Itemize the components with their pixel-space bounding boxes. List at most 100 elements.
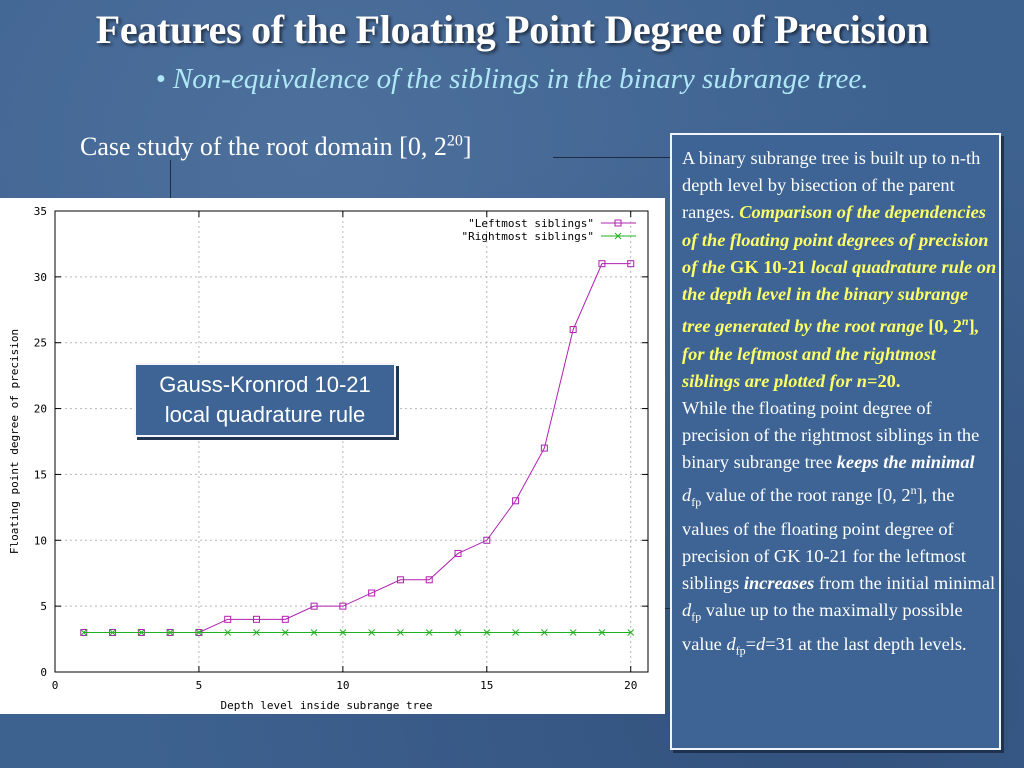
description-text: A binary subrange tree is built up to n-… [682, 145, 997, 665]
desc-increases: increases [743, 572, 815, 593]
data-point-cross-b [224, 629, 232, 636]
data-point-cross-b [454, 629, 462, 636]
data-point-rightmost [483, 629, 491, 636]
data-point-cross-b [339, 629, 347, 636]
data-point-cross-b [425, 629, 433, 636]
data-point-rightmost [454, 629, 462, 636]
desc-d-symbol-3: d [726, 634, 736, 655]
desc-d-symbol-4: d [756, 634, 766, 655]
y-tick-label: 30 [34, 271, 47, 284]
data-point-cross-b [281, 629, 289, 636]
data-point-cross-b [627, 629, 635, 636]
y-tick-label: 20 [34, 403, 47, 416]
desc-highlight-range-a: [0, 2 [928, 316, 962, 337]
y-tick-label: 25 [34, 337, 47, 350]
slide-title: Features of the Floating Point Degree of… [95, 7, 929, 52]
case-study-prefix: Case study of the root domain [0, 2 [80, 132, 447, 161]
data-point-rightmost [598, 629, 606, 636]
data-point-rightmost [541, 629, 548, 636]
y-tick-label: 10 [34, 534, 47, 547]
data-point-leftmost [627, 260, 635, 268]
data-point-leftmost [310, 602, 318, 610]
data-point-cross-b [138, 629, 145, 636]
data-point-cross-b [80, 629, 88, 636]
desc-highlight-n: n [856, 370, 867, 391]
desc-intro: A binary subrange tree is built up to n-… [682, 148, 981, 223]
case-study-exponent: 20 [446, 132, 463, 150]
desc-p2-d: from the initial minimal [814, 572, 996, 593]
data-point-leftmost [540, 444, 548, 452]
data-point-leftmost [253, 615, 261, 623]
data-point-cross-b [368, 629, 376, 636]
data-point-rightmost [80, 629, 88, 636]
x-tick-label: 5 [196, 679, 203, 692]
desc-highlight-2: local quadrature rule on the depth level… [682, 256, 997, 337]
data-point-rightmost [425, 629, 433, 636]
desc-eq: = [745, 634, 757, 655]
case-study-suffix: ] [462, 132, 472, 161]
series-line-leftmost [83, 263, 631, 633]
legend-label: "Leftmost siblings" [468, 217, 594, 230]
data-point-rightmost [109, 629, 116, 636]
data-point-cross-b [569, 629, 577, 636]
description-box: A binary subrange tree is built up to n-… [670, 133, 1001, 750]
plot-frame [54, 210, 649, 673]
desc-p2-sup: n [910, 482, 917, 497]
data-point-rightmost [339, 629, 347, 636]
desc-d-symbol: d [682, 484, 692, 505]
data-point-cross-b [483, 629, 491, 636]
desc-highlight-gk: GK 10-21 [730, 256, 807, 277]
desc-fp-sub-3: fp [735, 643, 746, 658]
x-tick-label: 15 [480, 679, 493, 692]
data-point-cross-b [598, 629, 606, 636]
data-point-leftmost [224, 615, 232, 623]
desc-p2-f: =31 at the last depth levels. [765, 634, 967, 655]
case-study-heading: Case study of the root domain [0, 220] [80, 132, 472, 162]
gk-rule-callout: Gauss-Kronrod 10-21 local quadrature rul… [134, 363, 396, 437]
y-tick-label: 0 [40, 666, 47, 679]
y-tick-label: 5 [40, 600, 47, 613]
data-point-cross-b [310, 629, 318, 636]
data-point-cross-b [512, 629, 519, 636]
data-point-rightmost [195, 629, 203, 636]
x-tick-label: 20 [624, 679, 637, 692]
data-point-rightmost [368, 629, 376, 636]
desc-fp-sub-2: fp [691, 609, 702, 624]
data-point-leftmost [281, 615, 289, 623]
data-point-rightmost [397, 629, 404, 636]
connector-line-vertical [170, 160, 171, 198]
data-point-leftmost [569, 326, 577, 334]
x-tick-label: 0 [52, 679, 59, 692]
data-point-leftmost [483, 536, 491, 544]
desc-highlight-eq: =20. [866, 370, 901, 391]
gk-rule-line1: Gauss-Kronrod 10-21 [159, 372, 371, 397]
data-point-rightmost [310, 629, 318, 636]
y-tick-label: 35 [34, 205, 47, 218]
y-axis-label: Floating point degree of precision [8, 329, 21, 554]
precision-chart: 0 5 10 15 20 0 5 10 15 20 25 30 35 Depth level inside… [8, 205, 649, 712]
data-point-cross-b [109, 629, 116, 636]
data-point-leftmost [339, 602, 347, 610]
legend-label: "Rightmost siblings" [462, 230, 594, 243]
desc-p2-c: ], the values of the floating point degr… [682, 484, 966, 593]
desc-keeps-minimal: keeps the minimal [836, 452, 975, 473]
data-point-leftmost [425, 576, 433, 584]
y-tick-label: 15 [34, 468, 47, 481]
data-point-cross-b [166, 629, 174, 636]
desc-highlight-range-sup: n [961, 314, 969, 329]
data-point-cross-b [253, 629, 260, 636]
desc-p2-b: value of the root range [0, 2 [701, 484, 911, 505]
data-point-rightmost [512, 629, 519, 636]
data-point-leftmost [454, 549, 462, 557]
data-point-rightmost [224, 629, 232, 636]
gk-rule-line2: local quadrature rule [164, 402, 366, 427]
data-point-leftmost [368, 589, 376, 597]
desc-p2-a: While the floating point degree of preci… [682, 397, 980, 473]
data-point-leftmost [598, 260, 606, 268]
legend-marker-square [614, 219, 622, 227]
data-point-rightmost [627, 629, 635, 636]
desc-highlight-1: Comparison of the dependencies of the fl… [682, 202, 989, 277]
data-point-cross-b [195, 629, 203, 636]
connector-line-horizontal [553, 157, 673, 158]
data-point-cross-b [397, 629, 404, 636]
